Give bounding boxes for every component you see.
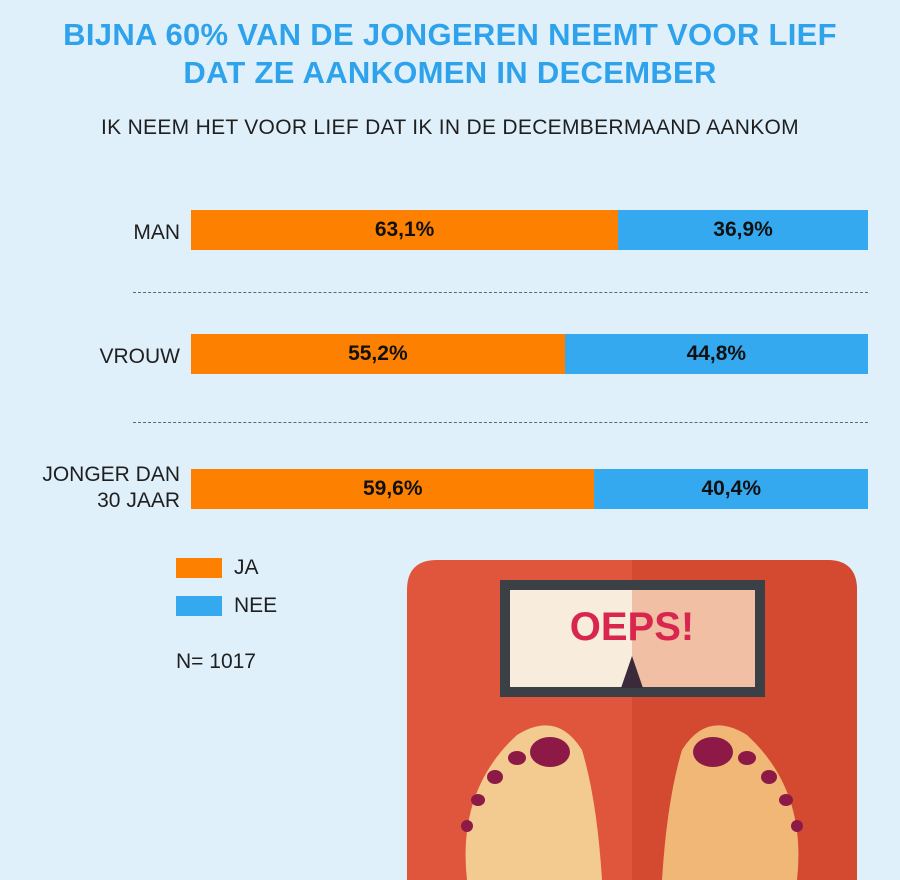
scale-display-left [510, 590, 632, 687]
row-divider [133, 292, 868, 293]
right-foot-nail [791, 820, 803, 832]
bar-row-vrouw: 55,2% 44,8% [191, 334, 868, 374]
category-label-jonger: JONGER DAN 30 JAAR [42, 462, 180, 514]
left-foot-nail [508, 751, 526, 765]
category-label-line: JONGER DAN [42, 463, 180, 486]
legend-item-nee: NEE [176, 594, 277, 618]
bar-row-jonger: 59,6% 40,4% [191, 469, 868, 509]
left-foot-nail [461, 820, 473, 832]
legend-swatch-nee [176, 596, 222, 616]
right-foot-nail [693, 737, 733, 767]
scale-needle [621, 656, 643, 688]
category-label-line: VROUW [99, 345, 181, 368]
left-foot [465, 725, 602, 880]
bathroom-scale-illustration: OEPS! [407, 560, 857, 880]
left-foot-nail [471, 794, 485, 806]
chart-subtitle: IK NEEM HET VOOR LIEF DAT IK IN DE DECEM… [101, 116, 799, 139]
legend-label-ja: JA [234, 556, 259, 579]
bar-segment-nee-vrouw: 44,8% [564, 334, 868, 374]
right-foot [662, 725, 799, 880]
row-divider [133, 422, 868, 423]
right-foot-nail [779, 794, 793, 806]
title-line-2: DAT ZE AANKOMEN IN DECEMBER [183, 55, 717, 90]
category-label-line: MAN [133, 221, 180, 244]
chart-title: BIJNA 60% VAN DE JONGEREN NEEMT VOOR LIE… [0, 16, 900, 92]
bar-row-man: 63,1% 36,9% [191, 210, 868, 250]
bar-segment-nee-jonger: 40,4% [594, 469, 868, 509]
bar-segment-ja-vrouw: 55,2% [191, 334, 565, 374]
bar-segment-nee-man: 36,9% [618, 210, 868, 250]
right-foot-nail [761, 770, 777, 784]
category-label-man: MAN [133, 220, 180, 246]
category-label-line: 30 JAAR [97, 489, 180, 512]
legend-item-ja: JA [176, 556, 259, 580]
left-foot-nail [530, 737, 570, 767]
scale-display-text: OEPS! [570, 605, 694, 649]
bar-segment-ja-jonger: 59,6% [191, 469, 595, 509]
sample-size-note: N= 1017 [176, 650, 256, 673]
title-line-1: BIJNA 60% VAN DE JONGEREN NEEMT VOOR LIE… [63, 17, 837, 52]
scale-display-right [632, 590, 755, 687]
legend-label-nee: NEE [234, 594, 278, 617]
legend-swatch-ja [176, 558, 222, 578]
left-foot-nail [487, 770, 503, 784]
category-label-vrouw: VROUW [100, 344, 181, 370]
right-foot-nail [738, 751, 756, 765]
bar-segment-ja-man: 63,1% [191, 210, 619, 250]
